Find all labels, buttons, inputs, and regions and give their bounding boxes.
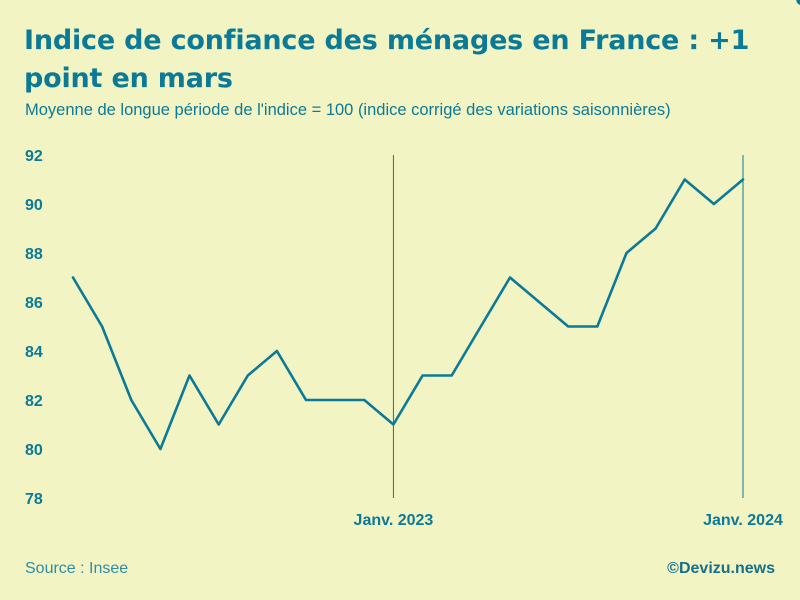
- source-label: Source : Insee: [25, 560, 129, 577]
- y-axis: 78 80 82 84 86 88 90 92: [25, 148, 43, 508]
- series-line: [71, 178, 745, 451]
- x-axis: Janv. 2023 Janv. 2024: [354, 155, 783, 529]
- chart-title: Indice de confiance des ménages en Franc…: [24, 25, 750, 94]
- y-tick-label: 90: [25, 197, 43, 214]
- y-tick-label: 80: [25, 442, 43, 459]
- chart-subtitle: Moyenne de longue période de l'indice = …: [25, 101, 671, 119]
- y-tick-label: 84: [25, 344, 43, 361]
- x-tick-label: Janv. 2023: [354, 512, 434, 529]
- y-tick-label: 82: [25, 393, 43, 410]
- last-point-marker: [796, 0, 800, 5]
- brand-label: ©Devizu.news: [667, 560, 775, 577]
- x-tick-label: Janv. 2024: [703, 512, 783, 529]
- annotation-layer: 91: [796, 0, 800, 5]
- y-tick-label: 88: [25, 246, 43, 263]
- y-tick-label: 86: [25, 295, 43, 312]
- y-tick-label: 92: [25, 148, 43, 165]
- y-tick-label: 78: [25, 491, 43, 508]
- series-layer: [71, 178, 745, 451]
